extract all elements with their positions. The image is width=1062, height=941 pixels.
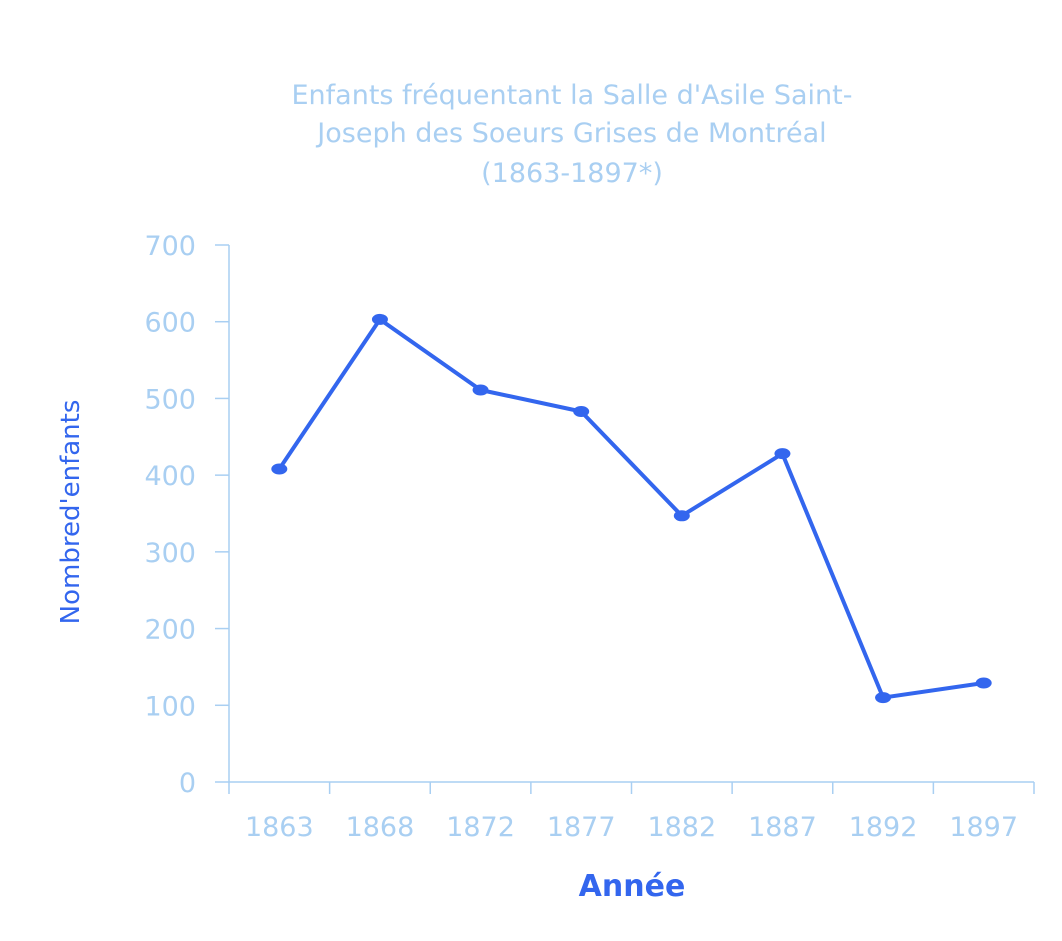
- chart-title: Enfants fréquentant la Salle d'Asile Sai…: [291, 80, 852, 189]
- x-tick-label: 1897: [949, 812, 1018, 843]
- x-tick-label: 1892: [849, 812, 918, 843]
- y-tick-label: 0: [179, 768, 196, 799]
- axes: [228, 245, 1034, 783]
- chart-title-line-3: (1863-1897*): [481, 158, 663, 189]
- x-tick-label: 1887: [748, 812, 817, 843]
- y-tick-label: 400: [144, 461, 196, 492]
- data-point: [271, 463, 288, 475]
- data-point: [472, 384, 489, 396]
- x-axis-label: Année: [579, 869, 686, 904]
- x-tick-label: 1882: [647, 812, 716, 843]
- x-tick-label: 1868: [346, 812, 415, 843]
- y-tick-label: 200: [144, 615, 196, 646]
- data-point: [371, 313, 388, 325]
- chart-title-line-1: Enfants fréquentant la Salle d'Asile Sai…: [291, 80, 852, 111]
- y-tick-label: 300: [144, 538, 196, 569]
- x-axis-ticks: 1863 1868 1872 1877 1882 1887 1892 1897: [228, 782, 1035, 843]
- series-line: [277, 317, 984, 700]
- y-tick-label: 500: [144, 384, 196, 415]
- data-point: [573, 405, 590, 417]
- y-tick-label: 700: [144, 231, 196, 262]
- data-point: [673, 510, 690, 522]
- data-point: [975, 677, 992, 689]
- y-tick-label: 100: [144, 691, 196, 722]
- chart-title-line-2: Joseph des Soeurs Grises de Montréal: [315, 118, 826, 149]
- y-tick-label: 600: [144, 308, 196, 339]
- data-point: [774, 448, 791, 460]
- data-point: [875, 692, 892, 704]
- y-axis-label: Nombred'enfants: [56, 400, 86, 625]
- x-tick-label: 1863: [245, 812, 314, 843]
- x-tick-label: 1872: [446, 812, 515, 843]
- y-axis-ticks: 0 100 200 300 400 500 600 700: [144, 231, 229, 799]
- data-series: [271, 313, 992, 704]
- x-tick-label: 1877: [547, 812, 616, 843]
